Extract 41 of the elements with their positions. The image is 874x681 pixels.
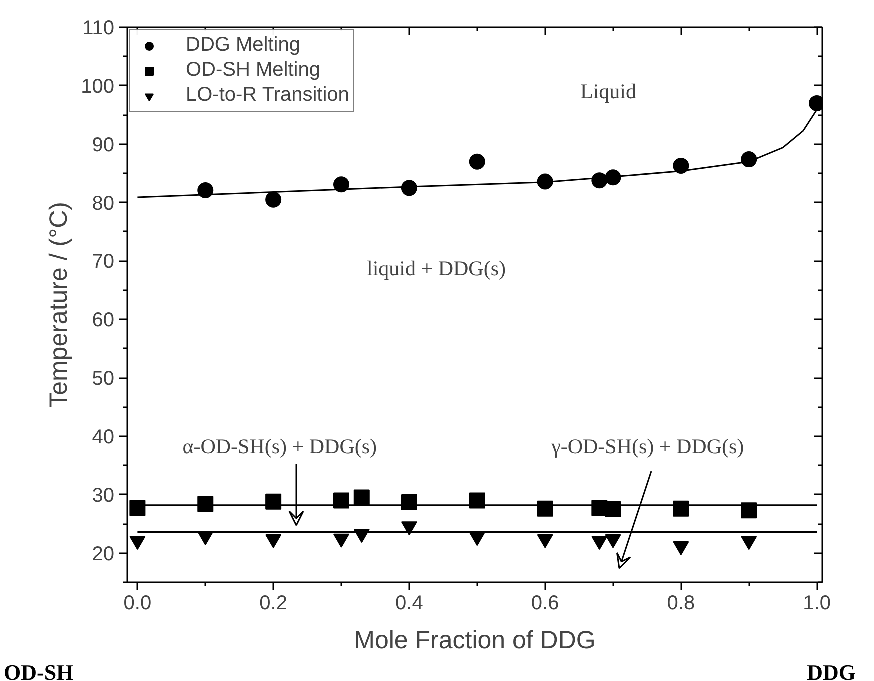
point xyxy=(266,534,282,548)
x-tick-label: 0.2 xyxy=(260,592,288,614)
text: OD-SH xyxy=(4,659,74,681)
legend-label: OD-SH Melting xyxy=(186,59,320,82)
y-tick-label: 20 xyxy=(92,543,115,566)
text: DDG xyxy=(807,659,856,681)
x-tick-label: 1.0 xyxy=(803,592,831,614)
y-tick-label: 60 xyxy=(92,310,115,332)
y-tick-label: 30 xyxy=(92,484,115,507)
y-axis-title: Temperature / (°C) xyxy=(45,202,74,408)
point xyxy=(334,176,350,193)
point xyxy=(592,536,608,550)
point xyxy=(673,158,690,174)
y-tick-label: 80 xyxy=(92,192,115,215)
y-tick-label: 40 xyxy=(92,426,115,448)
annotation: γ-OD-SH(s) + DDG(s) xyxy=(550,434,744,458)
annotation: α-OD-SH(s) + DDG(s) xyxy=(182,434,378,458)
x-tick-label: 0.6 xyxy=(531,592,560,614)
point xyxy=(469,154,486,170)
point xyxy=(605,534,622,548)
x-tick-label: 0.0 xyxy=(124,592,152,614)
y-tick-label: 90 xyxy=(92,134,115,156)
legend-label: DDG Melting xyxy=(186,34,300,57)
legend-label: LO-to-R Transition xyxy=(186,84,350,107)
y-tick-label: 50 xyxy=(92,368,115,390)
point xyxy=(401,522,418,536)
point xyxy=(537,534,554,548)
point xyxy=(741,536,758,550)
annotation: liquid + DDG(s) xyxy=(367,256,506,280)
annotation: Liquid xyxy=(580,80,637,104)
x-tick-label: 0.8 xyxy=(667,592,696,614)
point xyxy=(266,192,282,208)
point xyxy=(130,536,146,550)
y-tick-label: 70 xyxy=(92,251,115,274)
point xyxy=(334,534,350,548)
y-tick-label: 110 xyxy=(82,18,115,40)
x-axis-title: Mole Fraction of DDG xyxy=(354,626,596,654)
x-tick-label: 0.4 xyxy=(396,592,424,614)
y-tick-label: 100 xyxy=(81,76,115,98)
point xyxy=(673,541,690,556)
point xyxy=(198,182,214,198)
